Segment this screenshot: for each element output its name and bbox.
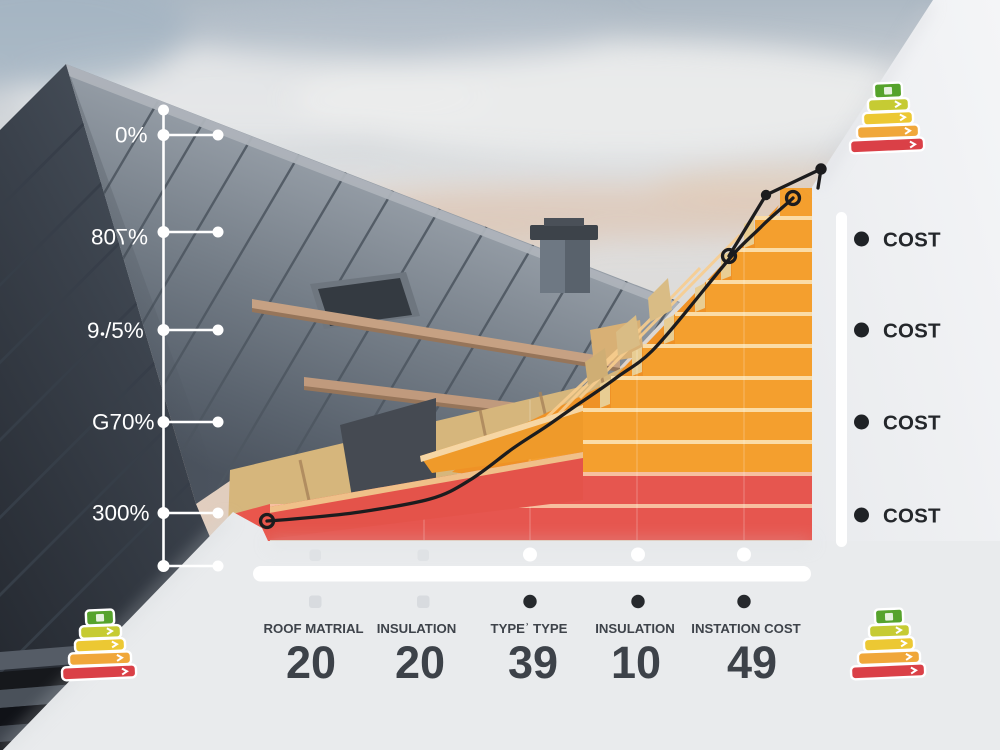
- svg-text:TYPEʾ TYPE: TYPEʾ TYPE: [491, 621, 568, 636]
- svg-text:COST: COST: [883, 229, 941, 252]
- svg-text:7: 7: [115, 225, 128, 250]
- svg-text:300%: 300%: [92, 501, 150, 526]
- svg-text:ROOF MATRIAL: ROOF MATRIAL: [263, 621, 363, 636]
- svg-text:0%: 0%: [115, 123, 148, 148]
- svg-text:49: 49: [727, 637, 777, 688]
- svg-text:/5%: /5%: [105, 318, 144, 343]
- svg-text:20: 20: [286, 637, 336, 688]
- svg-text:INSTATION COST: INSTATION COST: [691, 621, 800, 636]
- svg-text:COST: COST: [883, 412, 941, 435]
- svg-text:INSULATION: INSULATION: [595, 621, 675, 636]
- svg-text:INSULATION: INSULATION: [377, 621, 457, 636]
- svg-text:G70%: G70%: [92, 410, 155, 435]
- svg-text:COST: COST: [883, 320, 941, 343]
- svg-text:%: %: [128, 225, 148, 250]
- svg-text:COST: COST: [883, 505, 941, 528]
- svg-text:20: 20: [395, 637, 445, 688]
- svg-text:80: 80: [91, 225, 116, 250]
- svg-text:9: 9: [87, 318, 100, 343]
- svg-text:39: 39: [508, 637, 558, 688]
- svg-text:10: 10: [611, 637, 661, 688]
